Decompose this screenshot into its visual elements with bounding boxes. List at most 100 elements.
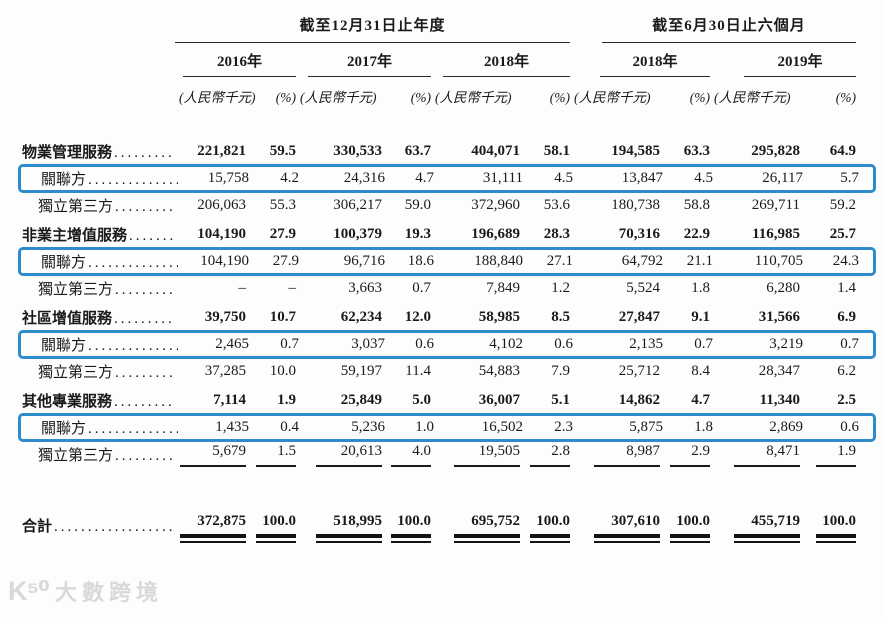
- period-group-annual: 截至12月31日止年度: [175, 14, 570, 43]
- amount-cell: 194,585: [570, 143, 660, 160]
- row-label: 合計......................................…: [22, 515, 175, 536]
- cell-value: 10.0: [269, 363, 296, 379]
- amount-cell: 64,792: [573, 253, 663, 270]
- amount-cell: 3,663: [296, 280, 382, 297]
- cell-value: 307,610: [594, 513, 660, 543]
- table-row-other-professional-services: 其他專業服務..................................…: [22, 386, 856, 415]
- row-label: 社區增值服務..................................…: [22, 307, 175, 328]
- cell-value: 25.7: [829, 226, 856, 242]
- table-row-related-parties: 關聯方.....................................…: [18, 164, 876, 193]
- amount-cell: 19,505: [431, 443, 520, 467]
- amount-cell: 8,987: [570, 443, 660, 467]
- cell-value: 4.7: [691, 392, 710, 408]
- unit-header-2019-interim: (人民幣千元) (%): [710, 86, 856, 106]
- table-row-total: 合計......................................…: [22, 511, 856, 543]
- percent-cell: –: [246, 280, 297, 297]
- cell-value: 59.0: [404, 197, 431, 213]
- cell-value: 59,197: [340, 363, 382, 379]
- amount-cell: 104,190: [175, 226, 246, 243]
- cell-value: 8,471: [734, 443, 800, 467]
- percent-cell: 63.3: [660, 143, 710, 160]
- cell-value: 295,828: [751, 143, 800, 159]
- percent-cell: 100.0: [520, 513, 570, 543]
- cell-value: 4.2: [280, 170, 299, 186]
- percent-cell: 7.9: [520, 363, 570, 380]
- amount-cell: 39,750: [175, 309, 246, 326]
- amount-cell: 1,435: [178, 419, 249, 436]
- cell-value: 63.3: [683, 143, 710, 159]
- amount-cell: 25,849: [296, 392, 382, 409]
- dot-leader: ........................................…: [88, 338, 178, 354]
- percent-cell: 100.0: [382, 513, 431, 543]
- cell-value: 14,862: [618, 392, 660, 408]
- percent-cell: 1.2: [520, 280, 570, 297]
- cell-value: 12.0: [404, 309, 431, 325]
- cell-value: 100.0: [256, 513, 296, 543]
- cell-value: 3,219: [769, 336, 803, 352]
- cell-value: 4.5: [694, 170, 713, 186]
- table-row-property-management-services: 物業管理服務..................................…: [22, 137, 856, 166]
- cell-value: 7.9: [551, 363, 570, 379]
- dot-leader: ........................................…: [115, 282, 175, 298]
- year-2016: 2016年: [183, 50, 296, 77]
- watermark-logo-icon: K⁵⁰: [8, 576, 50, 606]
- cell-value: 37,285: [204, 363, 246, 379]
- percent-cell: 0.7: [803, 336, 859, 353]
- table-row-related-parties: 關聯方.....................................…: [18, 247, 876, 276]
- cell-value: 8.5: [551, 309, 570, 325]
- cell-value: 19,505: [454, 443, 520, 467]
- table-row-related-parties: 關聯方.....................................…: [18, 413, 876, 442]
- cell-value: 3,037: [351, 336, 385, 352]
- cell-value: 19.3: [404, 226, 431, 242]
- cell-value: 1.9: [816, 443, 856, 467]
- amount-cell: 116,985: [710, 226, 800, 243]
- percent-cell: 12.0: [382, 309, 431, 326]
- percent-cell: 1.8: [663, 419, 713, 436]
- cell-value: 59.5: [269, 143, 296, 159]
- spacer: [22, 469, 856, 511]
- percent-cell: 18.6: [385, 253, 434, 270]
- revenue-breakdown-table: 截至12月31日止年度 截至6月30日止六個月 2016年 2017年 2018…: [18, 14, 876, 543]
- cell-value: 62,234: [340, 309, 382, 325]
- cell-value: 2.8: [530, 443, 570, 467]
- cell-value: 2,465: [215, 336, 249, 352]
- cell-value: 9.1: [691, 309, 710, 325]
- year-2018-interim: 2018年: [600, 50, 710, 77]
- row-label-text: 獨立第三方: [38, 448, 114, 464]
- cell-value: 100.0: [530, 513, 570, 543]
- amount-cell: 15,758: [178, 170, 249, 187]
- amount-cell: 269,711: [710, 197, 800, 214]
- cell-value: 27.9: [272, 253, 299, 269]
- cell-value: 8,987: [594, 443, 660, 467]
- row-label-text: 物業管理服務: [22, 145, 113, 161]
- cell-value: 5.7: [840, 170, 859, 186]
- period-group-interim: 截至6月30日止六個月: [602, 14, 856, 43]
- row-label-text: 獨立第三方: [38, 199, 114, 215]
- percent-cell: 5.0: [382, 392, 431, 409]
- cell-value: 2.5: [837, 392, 856, 408]
- percent-cell: 5.7: [803, 170, 859, 187]
- cell-value: 64.9: [829, 143, 856, 159]
- percent-cell: 1.0: [385, 419, 434, 436]
- percent-cell: 58.8: [660, 197, 710, 214]
- dot-leader: ........................................…: [129, 228, 175, 244]
- amount-cell: 70,316: [570, 226, 660, 243]
- cell-value: 58.8: [683, 197, 710, 213]
- amount-cell: 180,738: [570, 197, 660, 214]
- percent-cell: 100.0: [246, 513, 296, 543]
- percent-cell: 1.4: [800, 280, 856, 297]
- percent-cell: 6.2: [800, 363, 856, 380]
- cell-value: 518,995: [316, 513, 382, 543]
- cell-value: 15,758: [207, 170, 249, 186]
- percent-cell: 59.0: [382, 197, 431, 214]
- cell-value: 28.3: [543, 226, 570, 242]
- cell-value: 194,585: [611, 143, 660, 159]
- percent-cell: 0.4: [249, 419, 299, 436]
- cell-value: 1.8: [694, 419, 713, 435]
- amount-cell: 13,847: [573, 170, 663, 187]
- cell-value: –: [238, 280, 247, 296]
- percent-cell: 1.5: [246, 443, 296, 467]
- percent-cell: 0.7: [382, 280, 431, 297]
- percent-label: (%): [835, 90, 856, 105]
- percent-cell: 5.1: [520, 392, 570, 409]
